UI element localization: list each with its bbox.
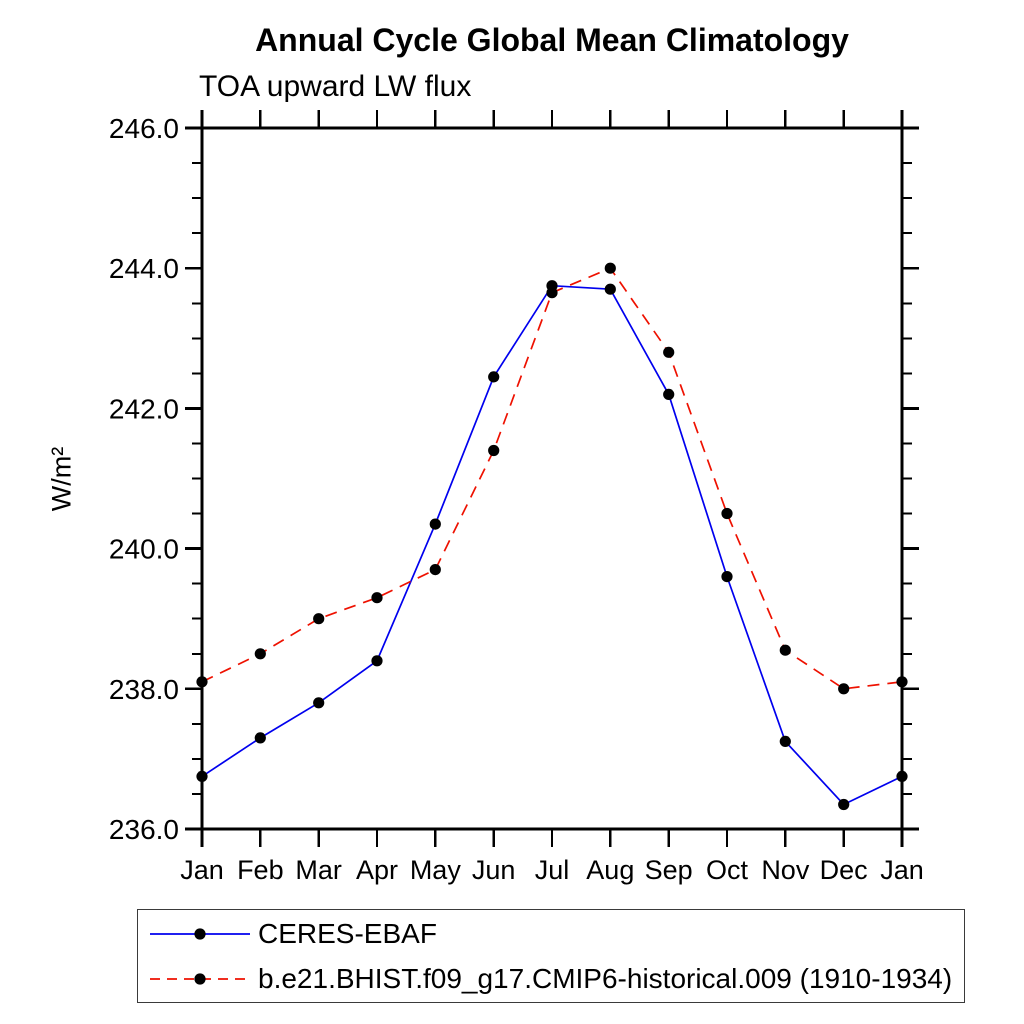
svg-text:May: May [410, 855, 462, 885]
legend-sample-solid-line-icon [150, 927, 250, 940]
svg-text:Apr: Apr [356, 855, 398, 885]
svg-text:244.0: 244.0 [109, 253, 179, 284]
svg-text:Jan: Jan [880, 855, 924, 885]
legend-label-model: b.e21.BHIST.f09_g17.CMIP6-historical.009… [258, 962, 953, 994]
svg-text:Aug: Aug [586, 855, 634, 885]
legend-label-ceres: CERES-EBAF [258, 917, 437, 949]
svg-text:Jul: Jul [535, 855, 570, 885]
svg-text:Jun: Jun [472, 855, 516, 885]
chart-title: Annual Cycle Global Mean Climatology [255, 22, 849, 58]
svg-text:246.0: 246.0 [109, 113, 179, 144]
svg-text:236.0: 236.0 [109, 814, 179, 845]
svg-text:Mar: Mar [295, 855, 342, 885]
plot-frame [200, 110, 904, 847]
x-tick-labels: Jan Feb Mar Apr May Jun Jul Aug Sep Oct Nov Dec Jan [180, 855, 924, 885]
svg-text:Dec: Dec [820, 855, 868, 885]
series-line-1 [201, 267, 903, 690]
chart-subtitle: TOA upward LW flux [199, 70, 472, 103]
svg-text:238.0: 238.0 [109, 674, 179, 705]
series-line-0 [201, 284, 903, 806]
x-ticks [200, 110, 904, 847]
series-markers-0 [196, 280, 908, 811]
svg-text:242.0: 242.0 [109, 393, 179, 424]
y-ticks [185, 126, 919, 831]
svg-text:Oct: Oct [706, 855, 749, 885]
svg-text:Nov: Nov [761, 855, 810, 885]
legend-box: CERES-EBAF b.e21.BHIST.f09_g17.CMIP6-his… [137, 909, 965, 1003]
svg-text:Jan: Jan [180, 855, 224, 885]
svg-text:Sep: Sep [645, 855, 693, 885]
series-markers-1 [196, 262, 908, 695]
legend-sample-dashed-line-icon [150, 972, 250, 985]
y-tick-labels: 236.0 238.0 240.0 242.0 244.0 246.0 [109, 113, 179, 845]
legend-row-model: b.e21.BHIST.f09_g17.CMIP6-historical.009… [144, 956, 964, 1001]
svg-text:Feb: Feb [237, 855, 284, 885]
legend-row-ceres: CERES-EBAF [144, 911, 964, 956]
svg-text:240.0: 240.0 [109, 534, 179, 565]
